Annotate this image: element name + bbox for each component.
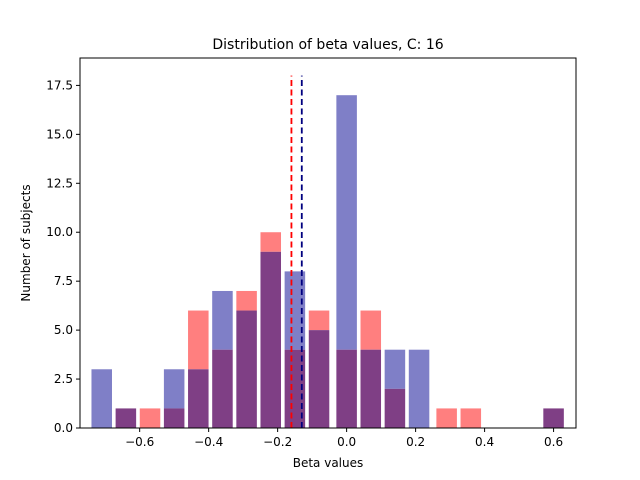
y-axis-label: Number of subjects bbox=[19, 184, 33, 301]
histogram-bar-overlap bbox=[188, 369, 209, 428]
histogram-bar-overlap bbox=[543, 408, 564, 428]
histogram-bar-excess bbox=[91, 369, 112, 428]
histogram-bar-overlap bbox=[284, 349, 306, 428]
histogram-bar-excess bbox=[308, 310, 330, 331]
y-axis-ticks: 0.0 2.5 5.0 7.5 10.0 12.5 15.0 17.5 bbox=[46, 78, 80, 435]
histogram-bar-excess bbox=[260, 232, 282, 252]
histogram-bar-excess bbox=[284, 271, 306, 350]
y-tick-label: 0.0 bbox=[54, 421, 73, 435]
plot-frame bbox=[79, 57, 577, 429]
histogram-bar-excess bbox=[188, 310, 209, 370]
histogram-bar-overlap bbox=[384, 388, 406, 428]
x-axis-label: Beta values bbox=[293, 456, 364, 470]
y-tick-label: 10.0 bbox=[46, 225, 73, 239]
histogram-bar-overlap bbox=[212, 349, 233, 428]
y-tick-label: 5.0 bbox=[54, 323, 73, 337]
histogram-bar-excess bbox=[163, 369, 185, 409]
y-tick-label: 2.5 bbox=[54, 372, 73, 386]
histogram-bar-excess bbox=[360, 310, 382, 350]
histogram-bar-excess bbox=[384, 349, 406, 389]
x-tick-label: 0.2 bbox=[406, 435, 425, 449]
x-tick-label: 0.4 bbox=[475, 435, 494, 449]
x-tick-label: 0.6 bbox=[544, 435, 563, 449]
histogram-bar-overlap bbox=[260, 251, 282, 428]
histogram-bar-overlap bbox=[336, 349, 357, 428]
y-tick-label: 12.5 bbox=[46, 176, 73, 190]
histogram-bar-overlap bbox=[115, 408, 137, 428]
histogram-bar-overlap bbox=[308, 330, 330, 428]
histogram-bar-excess bbox=[408, 349, 430, 428]
x-tick-label: −0.2 bbox=[263, 435, 292, 449]
histogram-bar-excess bbox=[436, 408, 457, 428]
x-tick-label: 0.0 bbox=[337, 435, 356, 449]
x-axis-ticks: −0.6 −0.4 −0.2 0.0 0.2 0.4 0.6 bbox=[125, 428, 563, 449]
bars-layer bbox=[91, 95, 564, 428]
histogram-bar-overlap bbox=[163, 408, 185, 428]
y-tick-label: 15.0 bbox=[46, 127, 73, 141]
mean-lines-layer bbox=[290, 75, 303, 428]
x-tick-label: −0.4 bbox=[194, 435, 223, 449]
histogram-bar-excess bbox=[212, 290, 233, 350]
y-tick-label: 17.5 bbox=[46, 78, 73, 92]
x-tick-label: −0.6 bbox=[125, 435, 154, 449]
y-tick-label: 7.5 bbox=[54, 274, 73, 288]
chart-title: Distribution of beta values, C: 16 bbox=[212, 37, 443, 53]
histogram-bar-overlap bbox=[360, 349, 382, 428]
histogram-bar-excess bbox=[336, 95, 357, 350]
histogram-bar-excess bbox=[139, 408, 161, 428]
histogram-bar-excess bbox=[460, 408, 482, 428]
histogram-bar-excess bbox=[236, 290, 257, 311]
histogram-bar-overlap bbox=[236, 310, 257, 428]
